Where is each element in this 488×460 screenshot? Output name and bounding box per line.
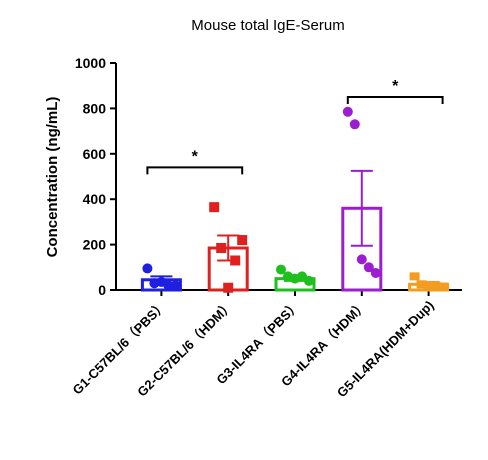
data-point [237, 235, 248, 246]
data-point [170, 280, 181, 291]
y-tick-label: 600 [83, 146, 107, 162]
data-point [342, 106, 353, 117]
data-point [356, 254, 367, 265]
significance-bracket [146, 166, 244, 175]
data-point [363, 262, 374, 273]
data-point [276, 264, 286, 275]
data-point [230, 255, 241, 266]
y-tick-label: 1000 [75, 55, 106, 71]
significance-label: * [192, 148, 199, 165]
data-point [409, 272, 420, 281]
data-point [423, 281, 434, 290]
significance-bracket [346, 96, 444, 105]
bars [140, 169, 450, 292]
data-point [437, 282, 448, 291]
y-tick-label: 200 [83, 237, 107, 253]
data-point [142, 263, 153, 274]
category-labels: G1-C57BL/6（PBS）G2-C57BL/6（HDM）G3-IL4RA（P… [70, 298, 437, 401]
data-point [223, 282, 234, 293]
significance-label: * [392, 78, 399, 95]
y-tick-label: 800 [83, 100, 107, 116]
significance-brackets: ** [146, 78, 444, 175]
data-point [163, 280, 174, 291]
data-points [142, 106, 448, 293]
axes: 0 200 400 600 800 1000 [75, 55, 462, 298]
y-axis-label: Concentration (ng/mL) [44, 97, 61, 258]
data-point [209, 202, 220, 213]
y-tick-label: 400 [83, 191, 107, 207]
chart-title: Mouse total IgE-Serum [191, 17, 344, 34]
data-point [416, 280, 427, 289]
data-point [216, 243, 227, 254]
data-point [430, 281, 441, 290]
y-tick-label: 0 [98, 282, 106, 298]
data-point [370, 267, 381, 278]
data-point [304, 275, 314, 286]
data-point [349, 119, 360, 130]
